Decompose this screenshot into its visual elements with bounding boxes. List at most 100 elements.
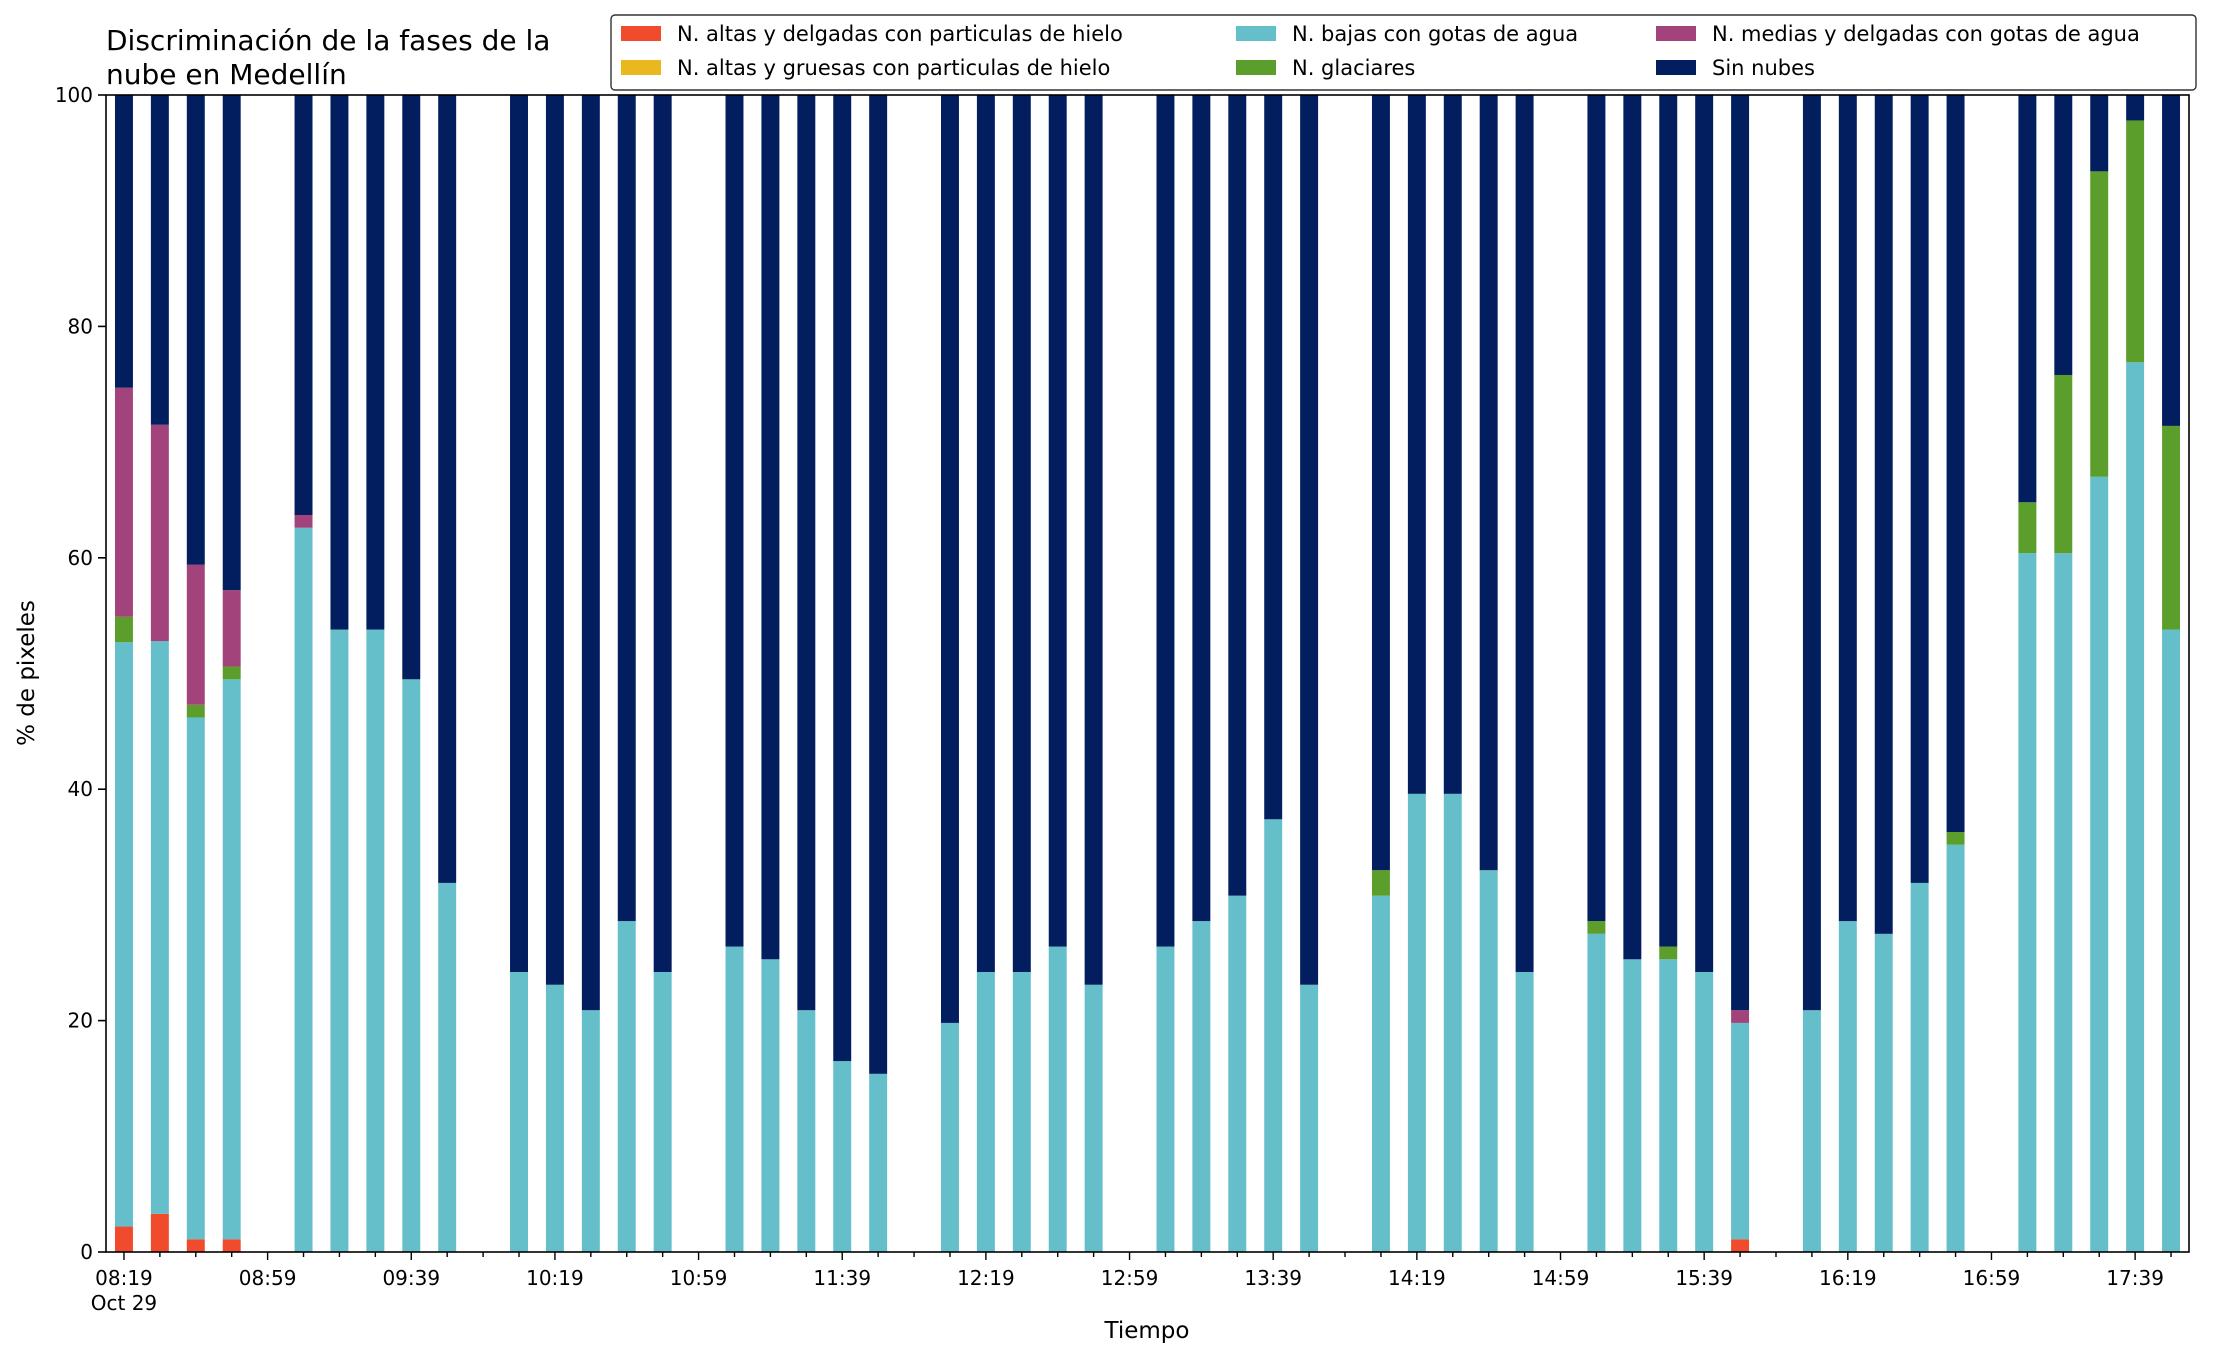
bar-0909-n-bajas-con-gotas-de-agua [294,527,313,1252]
bar-1649-n-glaciares [1946,832,1965,845]
bar-0849-n-medias-y-delgadas-con-gotas-de-agua [222,590,241,667]
bar-1019-n-bajas-con-gotas-de-agua [545,984,564,1252]
bar-0939-sin-nubes [402,95,421,680]
bar-1549-sin-nubes [1731,95,1750,1011]
chart-title-line-1: Discriminación de la fases de la [106,24,550,57]
x-tick-label-1459: 14:59 [1532,1266,1590,1290]
bar-1639-sin-nubes [1910,95,1929,883]
bar-1319-n-bajas-con-gotas-de-agua [1192,921,1211,1252]
bar-1709-n-glaciares [2018,502,2037,554]
bar-0829-sin-nubes [150,95,169,425]
bar-1439-n-bajas-con-gotas-de-agua [1479,870,1498,1252]
bar-0839-n-glaciares [186,704,205,718]
x-tick-label-0939: 09:39 [382,1266,440,1290]
legend-swatch-n-altas-y-gruesas-con-particulas-de-hielo [621,60,661,75]
bar-1129-sin-nubes [797,95,816,1011]
x-tick-label-1659: 16:59 [1963,1266,2021,1290]
bar-1109-sin-nubes [725,95,744,947]
bar-1049-sin-nubes [653,95,672,973]
bar-1709-sin-nubes [2018,95,2037,503]
y-tick-label-100: 100 [55,83,93,107]
bar-1239-n-bajas-con-gotas-de-agua [1048,946,1067,1252]
bar-1519-n-bajas-con-gotas-de-agua [1623,959,1642,1252]
bar-0829-n-bajas-con-gotas-de-agua [150,641,169,1214]
x-tick-label-1139: 11:39 [813,1266,871,1290]
bar-1549-n-bajas-con-gotas-de-agua [1731,1022,1750,1240]
bar-1429-sin-nubes [1443,95,1462,794]
legend: N. altas y delgadas con particulas de hi… [610,14,2197,91]
legend-label-sin-nubes: Sin nubes [1712,56,1815,80]
bar-1029-sin-nubes [581,95,600,1011]
y-axis: 0 20 40 60 80 100 [55,83,106,1264]
bar-1229-n-bajas-con-gotas-de-agua [1012,972,1031,1252]
bar-1409-sin-nubes [1371,95,1390,871]
bar-1529-sin-nubes [1659,95,1678,947]
y-tick-label-80: 80 [68,314,93,338]
bar-0839-sin-nubes [186,95,205,565]
bar-0819-n-altas-y-delgadas-con-particulas-de-hielo [114,1226,133,1252]
bar-1739-n-bajas-con-gotas-de-agua [2126,362,2145,1252]
bar-0819-sin-nubes [114,95,133,388]
chart-title-line-2: nube en Medellín [106,58,347,91]
bar-0849-n-altas-y-delgadas-con-particulas-de-hielo [222,1239,241,1252]
bar-1449-sin-nubes [1515,95,1534,973]
bar-1009-n-bajas-con-gotas-de-agua [510,972,528,1252]
bar-1419-sin-nubes [1407,95,1426,794]
legend-swatch-n-medias-y-delgadas-con-gotas-de-agua [1656,26,1696,41]
x-tick-label-1739: 17:39 [2106,1266,2164,1290]
bar-0829-n-altas-y-delgadas-con-particulas-de-hielo [150,1213,169,1252]
bar-0909-n-medias-y-delgadas-con-gotas-de-agua [294,514,313,528]
bar-1739-n-glaciares [2126,120,2145,363]
bar-1109-n-bajas-con-gotas-de-agua [725,946,744,1252]
bar-1729-n-glaciares [2090,171,2109,477]
bar-1309-sin-nubes [1156,95,1175,947]
bar-1649-sin-nubes [1946,95,1965,833]
bar-0949-n-bajas-con-gotas-de-agua [438,882,457,1252]
bar-0839-n-medias-y-delgadas-con-gotas-de-agua [186,564,205,705]
legend-label-n-bajas-con-gotas-de-agua: N. bajas con gotas de agua [1292,22,1578,46]
bar-1409-n-glaciares [1371,870,1390,896]
bar-0949-sin-nubes [438,95,457,883]
bar-1149-n-bajas-con-gotas-de-agua [869,1073,888,1252]
legend-swatch-n-bajas-con-gotas-de-agua [1236,26,1276,41]
bar-1419-n-bajas-con-gotas-de-agua [1407,793,1426,1252]
legend-box [610,14,2197,91]
bar-1739-sin-nubes [2126,95,2145,121]
bar-1039-sin-nubes [617,95,636,922]
bar-1429-n-bajas-con-gotas-de-agua [1443,793,1462,1252]
bar-0819-n-bajas-con-gotas-de-agua [114,642,133,1227]
bar-1749-n-glaciares [2162,425,2181,630]
bar-0929-n-bajas-con-gotas-de-agua [366,629,385,1252]
bar-1029-n-bajas-con-gotas-de-agua [581,1010,600,1252]
bar-1749-sin-nubes [2162,95,2181,426]
bar-1119-n-bajas-con-gotas-de-agua [761,959,780,1252]
bar-1249-sin-nubes [1084,95,1103,985]
bar-1549-n-medias-y-delgadas-con-gotas-de-agua [1731,1010,1750,1023]
bar-1239-sin-nubes [1048,95,1067,947]
bar-1149-sin-nubes [869,95,888,1074]
bar-1629-n-bajas-con-gotas-de-agua [1874,933,1893,1252]
bar-1329-n-bajas-con-gotas-de-agua [1228,895,1247,1252]
x-tick-label-1059: 10:59 [670,1266,728,1290]
bar-1139-n-bajas-con-gotas-de-agua [833,1061,852,1252]
bar-1219-sin-nubes [976,95,995,973]
y-axis-label: % de pixeles [14,600,40,746]
bar-1509-n-bajas-con-gotas-de-agua [1587,933,1606,1252]
bar-1529-n-bajas-con-gotas-de-agua [1659,959,1678,1252]
bar-1529-n-glaciares [1659,946,1678,960]
bar-0909-sin-nubes [294,95,313,515]
x-tick-label-0859: 08:59 [239,1266,297,1290]
bar-0929-sin-nubes [366,95,385,630]
bar-1339-sin-nubes [1264,95,1283,820]
x-tick-label-1419: 14:19 [1388,1266,1446,1290]
bar-1129-n-bajas-con-gotas-de-agua [797,1010,816,1252]
x-tick-label-1219: 12:19 [957,1266,1015,1290]
legend-label-n-medias-y-delgadas-con-gotas-de-agua: N. medias y delgadas con gotas de agua [1712,22,2140,46]
bar-1329-sin-nubes [1228,95,1247,896]
bar-1009-sin-nubes [510,95,528,973]
bar-1439-sin-nubes [1479,95,1498,871]
bar-1549-n-altas-y-delgadas-con-particulas-de-hielo [1731,1239,1750,1252]
bar-1019-sin-nubes [545,95,564,985]
bar-1609-sin-nubes [1802,95,1821,1011]
bar-1349-n-bajas-con-gotas-de-agua [1300,984,1319,1252]
